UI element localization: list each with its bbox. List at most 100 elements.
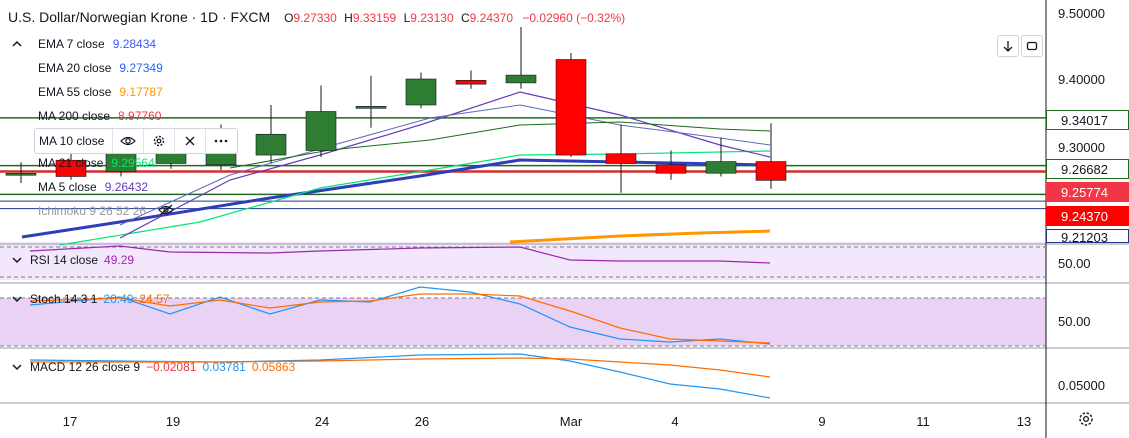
legend-ma10-hovered[interactable]: MA 10 close	[34, 128, 238, 154]
collapse-rsi-icon[interactable]	[10, 253, 24, 267]
macd-line-value: 0.03781	[202, 360, 246, 374]
candle-body	[505, 74, 537, 84]
legend-ma5-value: 9.26432	[104, 180, 149, 194]
close-label: C	[460, 11, 470, 25]
candle-body	[5, 172, 37, 176]
price-axis-label: 9.30000	[1058, 140, 1105, 155]
eye-icon[interactable]	[112, 129, 143, 153]
stoch-d-line	[29, 293, 771, 344]
price-tag-hline[interactable]: 9.34017	[1046, 110, 1129, 130]
time-axis-label: 26	[414, 414, 430, 429]
legend-ema7-value: 9.28434	[112, 37, 157, 51]
scroll-down-button[interactable]	[997, 35, 1019, 57]
legend-ma21-name: MA 21 close	[38, 156, 104, 170]
candle-body	[305, 111, 337, 151]
stoch-axis-label: 50.00	[1058, 314, 1091, 329]
candle-body	[605, 153, 637, 164]
collapse-stoch-icon[interactable]	[10, 292, 24, 306]
symbol-header: U.S. Dollar/Norwegian Krone · 1D · FXCM …	[8, 9, 625, 25]
time-axis-label: 17	[62, 414, 78, 429]
legend-ma200[interactable]: MA 200 close 8.97760	[38, 106, 161, 126]
high-label: H	[344, 11, 353, 25]
legend-ma200-name: MA 200 close	[38, 109, 111, 123]
rsi-line	[29, 245, 771, 264]
legend-ema55-name: EMA 55 close	[38, 85, 112, 99]
stoch-legend[interactable]: Stoch 14 3 1 20.49 24.57	[10, 292, 169, 306]
rsi-legend[interactable]: RSI 14 close 49.29	[10, 253, 134, 267]
candle-body	[655, 164, 687, 174]
time-axis-label: Mar	[559, 414, 583, 429]
time-axis-label: 19	[165, 414, 181, 429]
legend-ma5-name: MA 5 close	[38, 180, 97, 194]
close-icon[interactable]	[174, 129, 205, 153]
legend-ema20-name: EMA 20 close	[38, 61, 112, 75]
close-value: 9.24370	[469, 11, 514, 25]
settings-gear-icon[interactable]	[143, 129, 174, 153]
maximize-pane-button[interactable]	[1021, 35, 1043, 57]
legend-ma21-value: 9.29564	[111, 156, 155, 170]
stoch-k-line	[29, 286, 771, 345]
macd-legend[interactable]: MACD 12 26 close 9 −0.02081 0.03781 0.05…	[10, 360, 295, 374]
legend-ma21[interactable]: MA 21 close 9.29564	[38, 153, 155, 173]
legend-ichimoku-hidden[interactable]: Ichimoku 9 26 52 26	[38, 201, 174, 221]
rsi-axis-label: 50.00	[1058, 256, 1091, 271]
legend-ichimoku-name: Ichimoku 9 26 52 26	[38, 204, 147, 218]
time-axis-label: 24	[314, 414, 330, 429]
candle-body	[405, 78, 437, 106]
ema55-line	[509, 229, 771, 244]
arrow-down-icon	[1003, 41, 1013, 52]
hidden-eye-icon[interactable]	[158, 204, 174, 219]
time-axis-label: 4	[671, 414, 679, 429]
stoch-d-value: 24.57	[139, 292, 170, 306]
price-axis-label: 9.50000	[1058, 6, 1105, 21]
legend-ma10-name: MA 10 close	[39, 134, 105, 148]
legend-ema20-value: 9.27349	[119, 61, 163, 75]
macd-signal-line	[30, 357, 771, 378]
price-axis-label: 9.40000	[1058, 72, 1105, 87]
candle-body	[705, 161, 737, 174]
legend-ema7[interactable]: EMA 7 close 9.28434	[38, 34, 156, 54]
legend-ema55[interactable]: EMA 55 close 9.17787	[38, 82, 163, 102]
low-value: 9.23130	[410, 11, 454, 25]
low-label: L	[403, 11, 411, 25]
candle-body	[355, 106, 387, 109]
time-axis-label: 13	[1016, 414, 1032, 429]
legend-ma5[interactable]: MA 5 close 9.26432	[38, 177, 148, 197]
collapse-legend-icon[interactable]	[10, 37, 24, 51]
open-label: O	[284, 11, 294, 25]
price-tag-ma200[interactable]: 9.25774	[1046, 182, 1129, 202]
legend-ema55-value: 9.17787	[119, 85, 163, 99]
macd-name: MACD 12 26 close 9	[30, 360, 141, 374]
price-tag-hline[interactable]: 9.26682	[1046, 159, 1129, 179]
legend-ma200-value: 8.97760	[118, 109, 162, 123]
symbol-title[interactable]: U.S. Dollar/Norwegian Krone · 1D · FXCM	[8, 9, 271, 25]
ema-line	[119, 104, 771, 226]
stoch-k-value: 20.49	[103, 292, 134, 306]
macd-axis-label: 0.05000	[1058, 378, 1105, 393]
collapse-macd-icon[interactable]	[10, 360, 24, 374]
price-tag-hline[interactable]: 9.21203	[1046, 229, 1129, 243]
time-axis-label: 11	[916, 414, 930, 429]
candle-body	[555, 59, 587, 156]
more-icon[interactable]	[205, 129, 236, 153]
open-value: 9.27330	[293, 11, 337, 25]
rsi-value: 49.29	[104, 253, 135, 267]
candle-body	[455, 80, 487, 85]
maximize-icon	[1026, 41, 1038, 51]
high-value: 9.33159	[352, 11, 397, 25]
change-value: −0.02960 (−0.32%)	[522, 11, 626, 25]
time-axis-label: 9	[818, 414, 826, 429]
macd-hist-value: −0.02081	[146, 360, 197, 374]
legend-ema20[interactable]: EMA 20 close 9.27349	[38, 58, 163, 78]
price-tag-last[interactable]: 9.24370	[1046, 206, 1129, 226]
ma5-line	[119, 91, 771, 239]
rsi-name: RSI 14 close	[30, 253, 99, 267]
candle-body	[755, 161, 787, 181]
candle-body	[55, 159, 87, 177]
chart-settings-gear-icon[interactable]	[1077, 410, 1095, 433]
stoch-name: Stoch 14 3 1	[30, 292, 98, 306]
legend-ema7-name: EMA 7 close	[38, 37, 105, 51]
candle-body	[255, 133, 287, 156]
macd-signal-value: 0.05863	[251, 360, 296, 374]
